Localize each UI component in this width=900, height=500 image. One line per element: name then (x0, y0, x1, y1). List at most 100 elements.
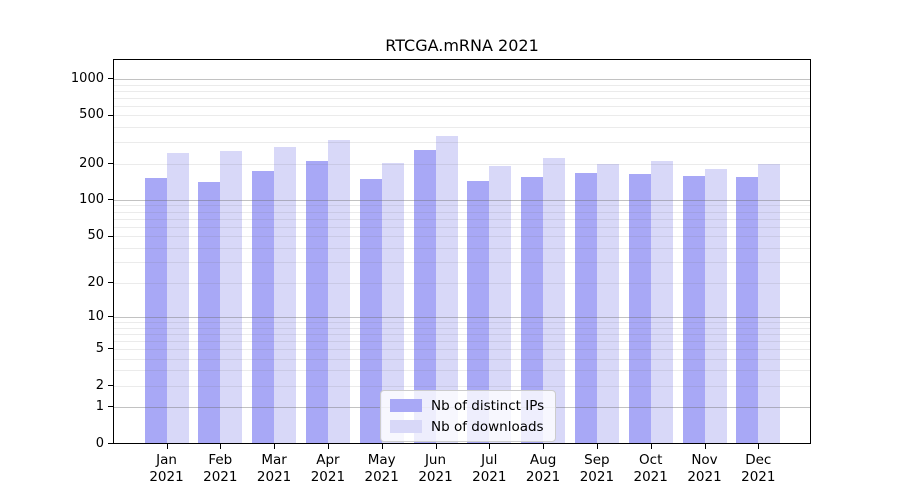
bar-downloads (596, 163, 619, 444)
y-tick-mark (108, 282, 113, 284)
x-tick-label: Sep 2021 (579, 452, 615, 485)
grid-layer (114, 60, 810, 443)
chart-title: RTCGA.mRNA 2021 (385, 36, 539, 55)
bar-distinct-ips (682, 176, 705, 444)
x-tick-mark (166, 444, 168, 449)
y-tick-mark (108, 348, 113, 350)
x-tick-mark (220, 444, 222, 449)
bar-downloads (543, 158, 566, 444)
minor-gridline (114, 218, 810, 220)
y-tick-label: 500 (79, 107, 104, 123)
y-tick-mark (108, 199, 113, 201)
bar-distinct-ips (144, 177, 167, 444)
legend-label-distinct-ips: Nb of distinct IPs (431, 397, 545, 414)
minor-gridline (114, 327, 810, 329)
bar-downloads (381, 162, 404, 444)
y-tick-label: 20 (87, 274, 104, 290)
minor-gridline (114, 247, 810, 249)
minor-gridline (114, 142, 810, 144)
minor-gridline (114, 205, 810, 207)
minor-gridline (114, 90, 810, 92)
legend-label-downloads: Nb of downloads (431, 418, 544, 435)
minor-gridline (114, 348, 810, 350)
y-tick-label: 1000 (70, 70, 104, 86)
minor-gridline (114, 97, 810, 99)
bar-distinct-ips (413, 149, 436, 444)
y-tick-label: 0 (95, 435, 104, 451)
minor-gridline (114, 333, 810, 335)
x-tick-mark (381, 444, 383, 449)
legend-item-distinct-ips: Nb of distinct IPs (390, 396, 544, 415)
y-tick-label: 50 (87, 228, 104, 244)
minor-gridline (114, 115, 810, 117)
bar-distinct-ips (359, 178, 382, 444)
bar-downloads (489, 166, 512, 444)
minor-gridline (114, 84, 810, 86)
y-tick-mark (108, 443, 113, 444)
minor-gridline (114, 322, 810, 323)
y-tick-mark (108, 235, 113, 237)
minor-gridline (114, 262, 810, 264)
bar-distinct-ips (252, 170, 275, 444)
x-tick-mark (596, 444, 598, 449)
minor-gridline (114, 236, 810, 238)
bar-distinct-ips (305, 160, 328, 444)
bar-downloads (274, 146, 297, 444)
bars-layer (114, 60, 810, 444)
x-tick-label: Feb 2021 (203, 452, 238, 485)
minor-gridline (114, 127, 810, 129)
y-tick-label: 5 (95, 340, 104, 356)
y-tick-label: 1 (95, 398, 104, 414)
y-tick-label: 2 (95, 377, 104, 393)
bar-downloads (758, 164, 781, 444)
x-tick-label: Jun 2021 (418, 452, 453, 485)
bar-distinct-ips (467, 181, 490, 444)
minor-gridline (114, 226, 810, 228)
y-tick-label: 10 (87, 308, 104, 324)
x-tick-label: Dec 2021 (741, 452, 776, 485)
bar-downloads (650, 160, 673, 444)
bar-distinct-ips (736, 177, 759, 444)
minor-gridline (114, 385, 810, 387)
x-tick-label: Apr 2021 (310, 452, 346, 485)
x-tick-label: May 2021 (364, 452, 399, 485)
y-tick-mark (108, 163, 113, 165)
bar-distinct-ips (198, 182, 221, 444)
x-tick-mark (274, 444, 276, 449)
minor-gridline (114, 370, 810, 372)
major-gridline (114, 316, 810, 318)
x-tick-label: Jan 2021 (149, 452, 184, 485)
x-tick-label: Aug 2021 (525, 452, 561, 485)
y-tick-mark (108, 406, 113, 408)
bar-downloads (327, 139, 350, 444)
x-tick-mark (489, 444, 491, 449)
x-tick-mark (704, 444, 706, 449)
y-tick-mark (108, 78, 113, 80)
bar-distinct-ips (628, 174, 651, 444)
x-tick-mark (435, 444, 437, 449)
legend-swatch-distinct-ips-icon (390, 399, 422, 412)
x-tick-label: Oct 2021 (633, 452, 668, 485)
minor-gridline (114, 358, 810, 360)
x-tick-mark (650, 444, 652, 449)
minor-gridline (114, 340, 810, 342)
bar-distinct-ips (574, 173, 597, 444)
x-tick-label: Nov 2021 (687, 452, 722, 485)
plot-area (113, 59, 811, 444)
y-tick-label: 100 (79, 191, 104, 207)
x-tick-label: Mar 2021 (256, 452, 292, 485)
minor-gridline (114, 105, 810, 107)
bar-distinct-ips (521, 177, 544, 444)
bar-downloads (166, 153, 189, 444)
y-tick-mark (108, 316, 113, 318)
major-gridline (114, 199, 810, 201)
major-gridline (114, 78, 810, 80)
minor-gridline (114, 282, 810, 284)
legend-swatch-downloads-icon (390, 420, 422, 433)
bar-downloads (704, 168, 727, 444)
legend-item-downloads: Nb of downloads (390, 417, 544, 436)
bar-downloads (220, 150, 243, 444)
x-tick-label: Jul 2021 (472, 452, 507, 485)
y-tick-label: 200 (79, 155, 104, 171)
